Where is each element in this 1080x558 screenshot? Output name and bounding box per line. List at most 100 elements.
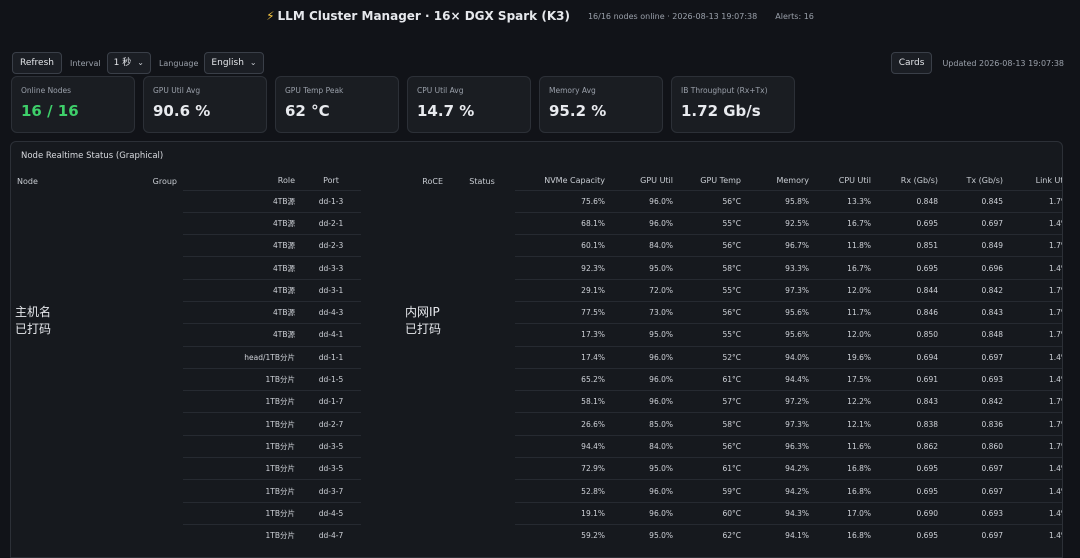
rx-cell: 0.690 <box>877 501 944 525</box>
table-row[interactable]: 4TB源 dd-2-3 60.1% 84.0% 56°C 96.7% 11.8% 0.851 0… <box>11 234 1062 257</box>
gpu-temp-cell: 56°C <box>679 300 747 324</box>
port-cell: dd-2-1 <box>301 211 361 235</box>
memory-cell: 94.0% <box>747 345 815 369</box>
tx-cell: 0.849 <box>944 234 1009 257</box>
nvme-cell: 19.1% <box>515 501 611 525</box>
role-cell: 4TB源 <box>183 189 301 213</box>
role-cell: 4TB源 <box>183 278 301 302</box>
gpu-temp-card: GPU Temp Peak 62 °C <box>275 76 399 133</box>
column-header[interactable]: Port <box>323 176 339 186</box>
tx-cell: 0.845 <box>944 189 1009 213</box>
redacted-cell <box>131 435 183 457</box>
column-header[interactable]: NVMe Capacity <box>544 176 605 186</box>
redacted-cell <box>131 502 183 524</box>
card-value: 95.2 % <box>549 102 607 120</box>
link-util-cell: 1.4% <box>1009 501 1062 525</box>
gpu-util-cell: 96.0% <box>611 211 679 235</box>
role-cell: 4TB源 <box>183 256 301 280</box>
column-header[interactable]: Rx (Gb/s) <box>900 176 938 186</box>
rx-cell: 0.838 <box>877 412 944 436</box>
table-row[interactable]: 4TB源 dd-4-3 77.5% 73.0% 56°C 95.6% 11.7% 0.846 0… <box>11 300 1062 324</box>
table-row[interactable]: 1TB分片 dd-4-7 59.2% 95.0% 62°C 94.1% 16.8% 0.695… <box>11 523 1062 547</box>
table-row[interactable]: 1TB分片 dd-4-5 19.1% 96.0% 60°C 94.3% 17.0% 0.690… <box>11 501 1062 525</box>
cpu-util-cell: 11.6% <box>815 434 877 458</box>
link-util-cell: 1.7% <box>1009 189 1062 213</box>
table-row[interactable]: 1TB分片 dd-3-7 52.8% 96.0% 59°C 94.2% 16.8% 0.695… <box>11 479 1062 503</box>
language-label: Language <box>158 58 199 68</box>
column-header[interactable]: Link Util <box>1035 176 1063 186</box>
table-row[interactable]: head/1TB分片 dd-1-1 17.4% 96.0% 52°C 94.0% 19.6%… <box>11 345 1062 369</box>
nvme-cell: 52.8% <box>515 479 611 503</box>
tx-cell: 0.836 <box>944 412 1009 436</box>
table-row[interactable]: 1TB分片 dd-2-7 26.6% 85.0% 58°C 97.3% 12.1% 0.838… <box>11 412 1062 436</box>
column-header[interactable]: Node <box>17 176 38 186</box>
link-util-cell: 1.4% <box>1009 523 1062 547</box>
gpu-util-cell: 95.0% <box>611 323 679 347</box>
table-row[interactable]: 1TB分片 dd-3-5 72.9% 95.0% 61°C 94.2% 16.8% 0.695… <box>11 457 1062 480</box>
memory-cell: 93.3% <box>747 256 815 280</box>
cpu-util-cell: 16.7% <box>815 211 877 235</box>
memory-cell: 96.3% <box>747 434 815 458</box>
role-cell: 1TB分片 <box>183 390 301 413</box>
port-cell: dd-4-5 <box>301 501 361 525</box>
role-cell: 4TB源 <box>183 211 301 235</box>
table-row[interactable]: 4TB源 dd-3-1 29.1% 72.0% 55°C 97.3% 12.0% 0.844 0… <box>11 278 1062 302</box>
nvme-cell: 72.9% <box>515 457 611 480</box>
column-header[interactable]: RoCE <box>422 176 443 186</box>
column-header[interactable]: GPU Util <box>640 176 673 186</box>
gpu-temp-cell: 55°C <box>679 211 747 235</box>
gpu-temp-cell: 56°C <box>679 434 747 458</box>
gpu-util-cell: 73.0% <box>611 300 679 324</box>
redacted-cell <box>449 235 515 257</box>
tx-cell: 0.697 <box>944 457 1009 480</box>
port-cell: dd-3-7 <box>301 479 361 503</box>
table-row[interactable]: 4TB源 dd-1-3 75.6% 96.0% 56°C 95.8% 13.3% 0.848 0… <box>11 189 1062 213</box>
table-row[interactable]: 4TB源 dd-2-1 68.1% 96.0% 55°C 92.5% 16.7% 0.695 0… <box>11 211 1062 235</box>
column-header[interactable]: CPU Util <box>838 176 871 186</box>
card-value: 16 / 16 <box>21 102 79 120</box>
redacted-cell <box>131 413 183 435</box>
card-label: Memory Avg <box>549 86 596 95</box>
redacted-cell <box>361 391 449 413</box>
column-header[interactable]: GPU Temp <box>700 176 741 186</box>
redacted-cell <box>449 435 515 457</box>
interval-label: Interval <box>70 58 101 68</box>
tx-cell: 0.842 <box>944 390 1009 413</box>
cpu-util-card: CPU Util Avg 14.7 % <box>407 76 531 133</box>
cards-view-button[interactable]: Cards <box>890 52 933 74</box>
node-status-panel: Node Realtime Status (Graphical) Node Gr… <box>10 141 1063 558</box>
cpu-util-cell: 12.2% <box>815 390 877 413</box>
column-header[interactable]: Group <box>152 176 177 186</box>
column-header[interactable]: Role <box>277 176 295 186</box>
table-row[interactable]: 4TB源 dd-4-1 17.3% 95.0% 55°C 95.6% 12.0% 0.850 0… <box>11 323 1062 347</box>
table-row[interactable]: 1TB分片 dd-1-5 65.2% 96.0% 61°C 94.4% 17.5% 0.691… <box>11 367 1062 391</box>
redacted-cell <box>449 413 515 435</box>
rx-cell: 0.846 <box>877 300 944 324</box>
port-cell: dd-3-5 <box>301 457 361 480</box>
memory-cell: 95.6% <box>747 300 815 324</box>
column-header[interactable]: Status <box>469 176 495 186</box>
table-row[interactable]: 1TB分片 dd-3-5 94.4% 84.0% 56°C 96.3% 11.6% 0.862… <box>11 434 1062 458</box>
language-select[interactable]: English ⌄ <box>204 52 264 74</box>
rx-cell: 0.695 <box>877 256 944 280</box>
tx-cell: 0.697 <box>944 211 1009 235</box>
redacted-cell <box>11 190 131 212</box>
redacted-cell <box>449 190 515 212</box>
role-cell: 1TB分片 <box>183 479 301 503</box>
column-header[interactable]: Tx (Gb/s) <box>966 176 1003 186</box>
memory-cell: 97.2% <box>747 390 815 413</box>
redacted-cell <box>131 391 183 413</box>
table-row[interactable]: 4TB源 dd-3-3 92.3% 95.0% 58°C 93.3% 16.7% 0.695 0… <box>11 256 1062 280</box>
refresh-button[interactable]: Refresh <box>12 52 62 74</box>
tx-cell: 0.860 <box>944 434 1009 458</box>
card-value: 90.6 % <box>153 102 211 120</box>
column-header[interactable]: Memory <box>776 176 809 186</box>
gpu-temp-cell: 57°C <box>679 390 747 413</box>
redacted-cell <box>449 480 515 502</box>
interval-select[interactable]: 1 秒 ⌄ <box>106 52 151 74</box>
table-row[interactable]: 1TB分片 dd-1-7 58.1% 96.0% 57°C 97.2% 12.2% 0.843… <box>11 390 1062 413</box>
gpu-temp-cell: 56°C <box>679 189 747 213</box>
redacted-cell <box>361 413 449 435</box>
redacted-cell <box>11 212 131 234</box>
app-title: ⚡ LLM Cluster Manager · 16× DGX Spark (K3… <box>266 9 570 23</box>
